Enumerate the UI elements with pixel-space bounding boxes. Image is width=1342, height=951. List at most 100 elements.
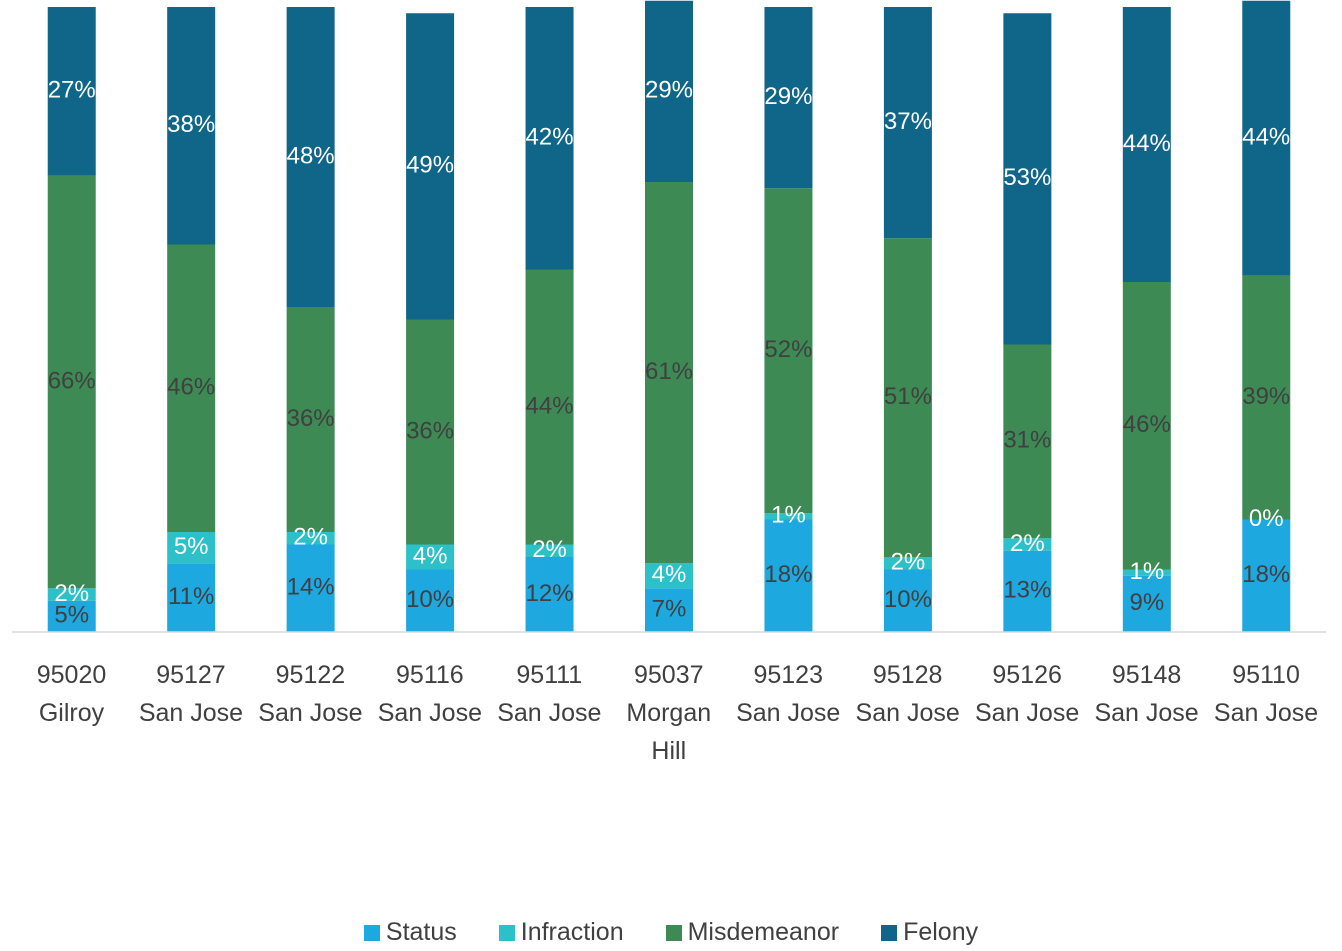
x-tick-label: 95123 San Jose — [736, 661, 841, 727]
data-label: 2% — [532, 536, 567, 563]
data-label: 31% — [1003, 427, 1051, 454]
data-label: 27% — [48, 77, 96, 104]
data-label: 18% — [1242, 561, 1290, 588]
data-label: 39% — [1242, 383, 1290, 410]
data-label: 2% — [54, 580, 89, 607]
bar-segment — [525, 269, 574, 545]
x-tick-label: 95128 San Jose — [855, 661, 960, 727]
bar-segment — [883, 7, 932, 239]
bar-segment — [406, 319, 455, 545]
legend-item: Misdemeanor — [665, 918, 840, 947]
legend-swatch — [363, 924, 380, 941]
data-label: 46% — [167, 374, 215, 401]
data-label: 51% — [884, 383, 932, 410]
data-label: 7% — [652, 595, 687, 622]
data-label: 0% — [1249, 505, 1284, 532]
bar-segment — [764, 519, 813, 632]
bar-segment — [1122, 7, 1171, 282]
data-label: 4% — [413, 542, 448, 569]
x-tick-label: 95116 San Jose — [377, 661, 482, 727]
data-label: 14% — [287, 574, 335, 601]
data-label: 9% — [1129, 589, 1164, 616]
bar-segment — [286, 544, 335, 632]
data-label: 42% — [526, 124, 574, 151]
bar-segment — [47, 600, 96, 632]
bar-segment — [286, 7, 335, 307]
data-label: 44% — [526, 392, 574, 419]
data-label: 4% — [652, 561, 687, 588]
bar-segment — [1003, 344, 1052, 539]
legend-label: Status — [385, 918, 457, 946]
bar-segment — [47, 7, 96, 176]
bar-segment — [1003, 13, 1052, 345]
data-label: 10% — [884, 586, 932, 613]
bar-segment — [883, 238, 932, 557]
bar-segment — [1122, 282, 1171, 570]
bar-segment — [883, 557, 932, 570]
bar-segment — [286, 307, 335, 532]
data-label: 2% — [1010, 530, 1045, 557]
legend-item: Infraction — [498, 918, 624, 947]
bar-segment — [167, 7, 216, 245]
data-label: 36% — [287, 405, 335, 432]
data-label: 44% — [1123, 130, 1171, 157]
bar-segment — [525, 557, 574, 632]
bar-segment — [764, 188, 813, 514]
legend-item: Felony — [881, 918, 978, 947]
data-label: 5% — [174, 533, 209, 560]
x-tick-label: 95110 San Jose — [1213, 661, 1319, 727]
data-label: 29% — [645, 77, 693, 104]
bar-segment — [47, 588, 96, 601]
x-tick-label: 95127 San Jose — [138, 661, 244, 727]
data-label: 29% — [764, 83, 812, 110]
legend-swatch — [881, 924, 898, 941]
data-label: 52% — [764, 336, 812, 363]
bar-segment — [1122, 575, 1171, 632]
bar-segment — [645, 0, 693, 182]
bar-segment — [167, 532, 216, 564]
legend-swatch — [498, 924, 515, 941]
bar-segment — [1122, 569, 1171, 576]
data-label: 49% — [406, 152, 454, 179]
bar-segment — [406, 13, 455, 320]
data-label: 66% — [48, 367, 96, 394]
bar-segment — [1242, 0, 1291, 276]
x-tick-label: 95020 Gilroy — [36, 661, 107, 727]
bar-segment — [406, 544, 455, 570]
data-label: 36% — [406, 417, 454, 444]
bar-segment — [645, 588, 693, 632]
bar-segment — [286, 532, 335, 545]
x-tick-label: 95111 San Jose — [497, 661, 602, 727]
legend-label: Infraction — [520, 918, 624, 946]
data-label: 61% — [645, 358, 693, 385]
data-label: 53% — [1003, 164, 1051, 191]
data-label: 37% — [884, 108, 932, 135]
x-tick-label: 95126 San Jose — [975, 661, 1080, 727]
x-tick-label: 95148 San Jose — [1094, 661, 1199, 727]
x-tick-label: 95122 San Jose — [258, 661, 363, 727]
legend-item: Status — [363, 918, 457, 947]
bar-segment — [1003, 538, 1052, 551]
data-label: 12% — [526, 580, 574, 607]
bar-segment — [883, 569, 932, 632]
legend-label: Misdemeanor — [687, 918, 840, 946]
data-label: 2% — [891, 549, 926, 576]
data-label: 1% — [1129, 558, 1164, 585]
legend-swatch — [665, 924, 682, 941]
bar-segment — [1242, 519, 1291, 632]
data-label: 44% — [1242, 124, 1290, 151]
bar-segment — [764, 7, 813, 189]
bar-segment — [406, 569, 455, 632]
data-label: 48% — [287, 142, 335, 169]
bar-segment — [1242, 275, 1291, 520]
bar-segment — [47, 175, 96, 589]
data-label: 38% — [167, 111, 215, 138]
bar-segment — [645, 182, 693, 564]
bar-segment — [167, 244, 216, 532]
data-label: 46% — [1123, 411, 1171, 438]
x-tick-label: 95037 Morgan Hill — [626, 661, 712, 765]
bar-segment — [645, 563, 693, 589]
data-label: 18% — [764, 561, 812, 588]
